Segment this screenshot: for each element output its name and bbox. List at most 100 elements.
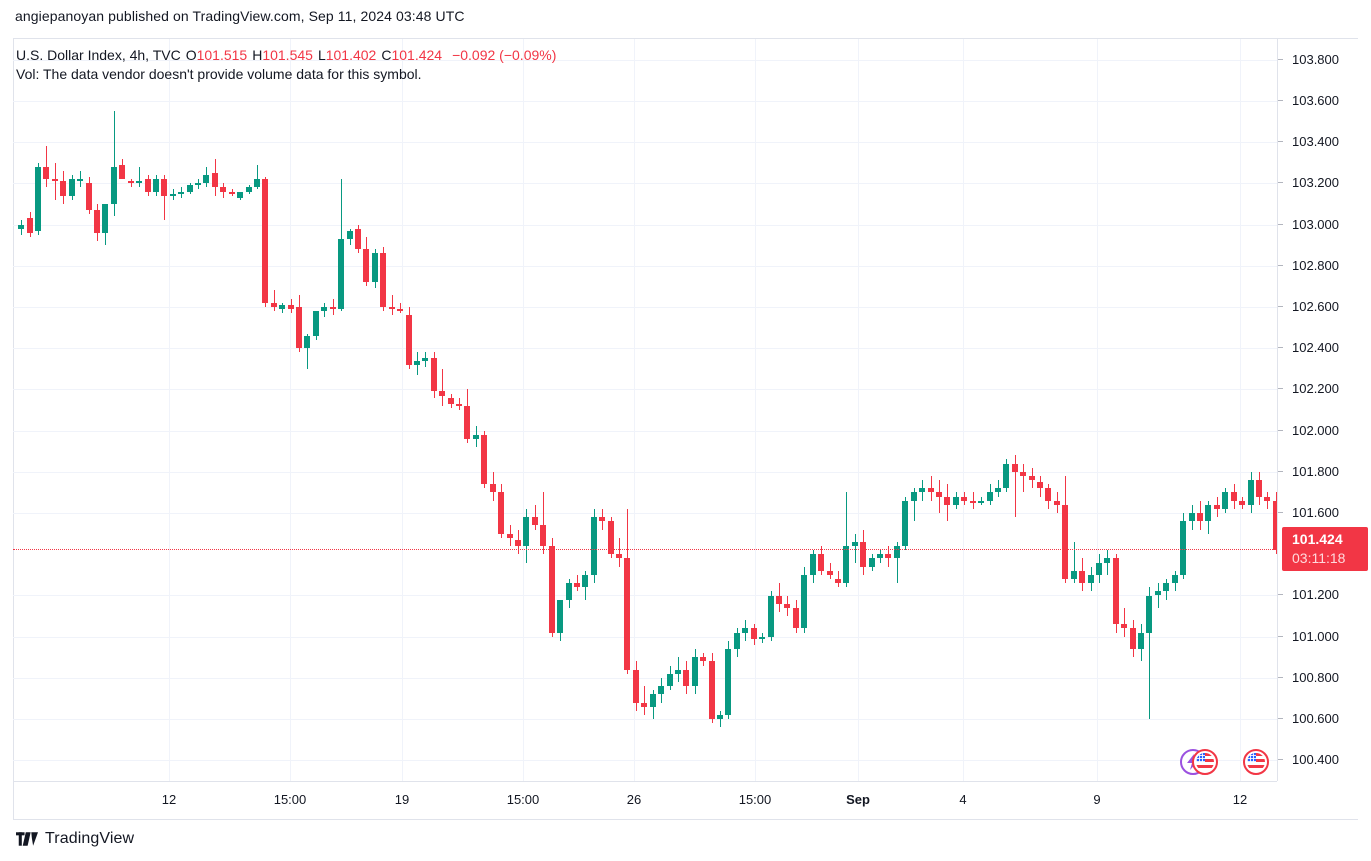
- published-by-line: angiepanoyan published on TradingView.co…: [15, 8, 465, 24]
- candle-wick: [535, 504, 536, 530]
- vertical-gridline: [858, 39, 859, 781]
- candle-wick: [164, 175, 165, 221]
- candle-body: [35, 166, 41, 231]
- candle-wick: [307, 333, 308, 369]
- candle-body: [742, 628, 748, 633]
- candle-body: [1222, 492, 1228, 509]
- candle-body: [296, 306, 302, 349]
- candle-wick: [543, 492, 544, 555]
- candle-body: [1163, 583, 1169, 592]
- legend-high-key: H: [252, 47, 263, 63]
- price-axis-tick: 101.200: [1278, 588, 1371, 602]
- time-axis-tick: Sep: [846, 792, 870, 807]
- candle-wick: [939, 480, 940, 514]
- vertical-gridline: [1097, 39, 1098, 781]
- candle-body: [793, 607, 799, 629]
- time-axis-tick: 9: [1093, 792, 1101, 807]
- vertical-gridline: [169, 39, 170, 781]
- last-price-line: [13, 549, 1277, 551]
- candle-wick: [392, 294, 393, 316]
- legend-low-value: 101.402: [325, 47, 377, 63]
- candle-body: [288, 304, 294, 309]
- vertical-gridline: [402, 39, 403, 781]
- legend-close-key: C: [381, 47, 392, 63]
- price-axis-tick-dash: [1278, 347, 1283, 348]
- candle-body: [1079, 570, 1085, 584]
- horizontal-gridline: [13, 307, 1277, 308]
- candle-body: [195, 183, 201, 186]
- chart-plot-area[interactable]: [13, 39, 1277, 781]
- candle-body: [136, 181, 142, 184]
- candle-body: [414, 360, 420, 365]
- candle-body: [279, 304, 285, 309]
- horizontal-gridline: [13, 60, 1277, 61]
- price-axis-tick-dash: [1278, 59, 1283, 60]
- time-scale[interactable]: 12 15:00 19 15:00 26 15:00 Sep 4 9 12: [13, 781, 1277, 820]
- candle-body: [1054, 500, 1060, 505]
- candle-body: [246, 187, 252, 192]
- candle-body: [928, 488, 934, 493]
- candle-body: [481, 434, 487, 485]
- candle-body: [894, 546, 900, 559]
- time-axis-tick: 15:00: [738, 792, 772, 807]
- candle-body: [313, 311, 319, 336]
- candle-wick: [1158, 583, 1159, 608]
- horizontal-gridline: [13, 472, 1277, 473]
- candle-body: [641, 702, 647, 707]
- candle-wick: [1074, 541, 1075, 584]
- chart-legend: U.S. Dollar Index, 4h, TVC O101.515 H101.5…: [16, 46, 556, 84]
- price-axis-tick: 102.600: [1278, 300, 1371, 314]
- candle-body: [338, 238, 344, 309]
- candle-body: [153, 179, 159, 192]
- candle-body: [363, 249, 369, 283]
- us-economic-event-high-impact-marker[interactable]: [1180, 749, 1218, 775]
- candle-body: [456, 403, 462, 406]
- us-economic-event-marker[interactable]: [1243, 749, 1269, 775]
- legend-close-value: 101.424: [391, 47, 443, 63]
- candle-wick: [257, 164, 258, 190]
- price-axis-tick: 101.600: [1278, 506, 1371, 520]
- vertical-gridline: [755, 39, 756, 781]
- legend-ohlc-row: U.S. Dollar Index, 4h, TVC O101.515 H101.5…: [16, 46, 556, 65]
- candle-body: [1197, 513, 1203, 522]
- tradingview-wordmark: TradingView: [45, 830, 135, 847]
- horizontal-gridline: [13, 513, 1277, 514]
- candle-body: [1205, 504, 1211, 522]
- candle-body: [111, 166, 117, 204]
- candle-body: [566, 583, 572, 600]
- candle-body: [1062, 504, 1068, 579]
- time-axis-tick: 12: [161, 792, 177, 807]
- candle-body: [203, 175, 209, 184]
- candle-wick: [720, 710, 721, 728]
- price-axis-tick-dash: [1278, 512, 1283, 513]
- last-price-label[interactable]: 101.424 03:11:18: [1282, 527, 1368, 572]
- candle-body: [835, 579, 841, 584]
- last-price-value: 101.424: [1292, 531, 1343, 548]
- legend-open-value: 101.515: [196, 47, 248, 63]
- candle-body: [624, 558, 630, 670]
- candle-body: [540, 525, 546, 547]
- candle-body: [1273, 500, 1277, 551]
- candle-body: [69, 179, 75, 196]
- candle-body: [683, 669, 689, 687]
- candle-body: [658, 686, 664, 695]
- candle-body: [86, 183, 92, 211]
- price-axis-tick: 102.800: [1278, 259, 1371, 273]
- chart-frame: [13, 38, 1358, 820]
- candle-body: [431, 358, 437, 392]
- candle-body: [591, 517, 597, 575]
- price-axis-tick-dash: [1278, 759, 1283, 760]
- candle-body: [52, 179, 58, 182]
- candle-body: [810, 554, 816, 575]
- candle-body: [818, 554, 824, 571]
- candle-wick: [577, 574, 578, 592]
- candle-body: [970, 500, 976, 503]
- candle-body: [271, 302, 277, 307]
- price-axis-tick-dash: [1278, 141, 1283, 142]
- price-axis-tick: 102.400: [1278, 341, 1371, 355]
- candle-body: [725, 649, 731, 716]
- candle-body: [1256, 480, 1262, 497]
- price-scale[interactable]: 103.800 103.600 103.400 103.200 103.000 102.8…: [1277, 39, 1371, 781]
- candle-body: [860, 541, 866, 567]
- horizontal-gridline: [13, 348, 1277, 349]
